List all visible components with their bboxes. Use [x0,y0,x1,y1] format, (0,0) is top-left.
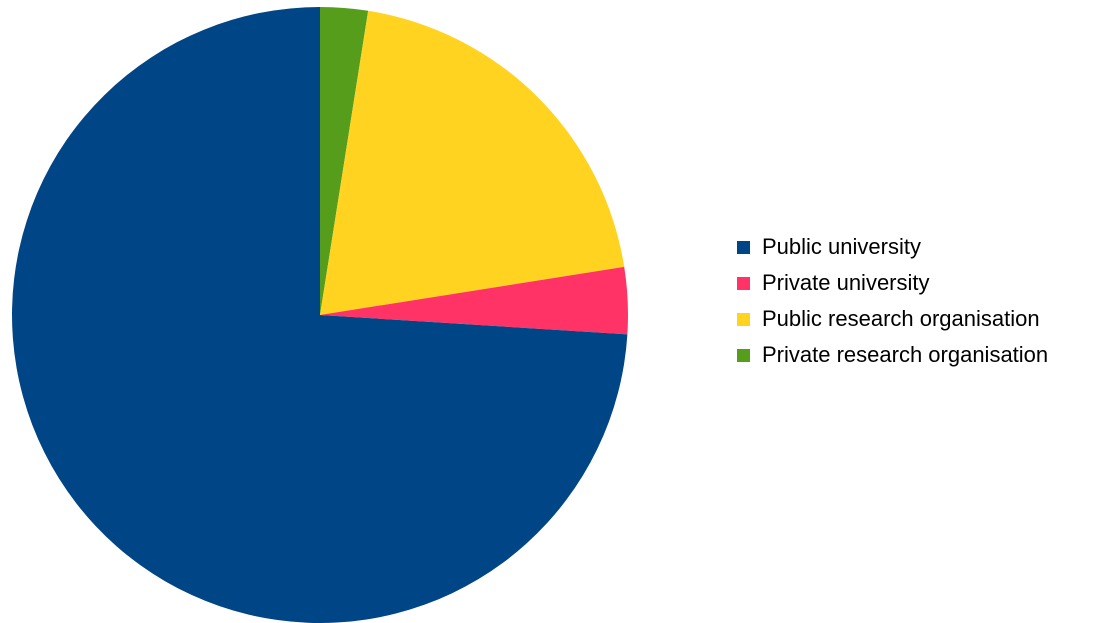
pie-slice-public-university [11,7,628,623]
legend-swatch [737,276,750,290]
legend-label: Private university [762,270,930,295]
legend-item: Private university [737,265,1048,301]
legend-item: Public university [737,229,1048,265]
pie-slice-private-research-organisation [320,6,369,315]
legend-swatch [737,312,750,326]
legend: Public university Private university Pub… [737,229,1048,373]
pie-slices [11,6,628,623]
legend-item: Private research organisation [737,337,1048,373]
pie-slice-public-research-organisation [320,10,625,315]
legend-swatch [737,348,750,362]
legend-label: Private research organisation [762,342,1049,367]
legend-swatch [737,240,750,254]
legend-label: Public university [762,234,921,259]
legend-item: Public research organisation [737,301,1048,337]
pie-slice-private-university [320,266,628,335]
legend-label: Public research organisation [762,306,1040,331]
